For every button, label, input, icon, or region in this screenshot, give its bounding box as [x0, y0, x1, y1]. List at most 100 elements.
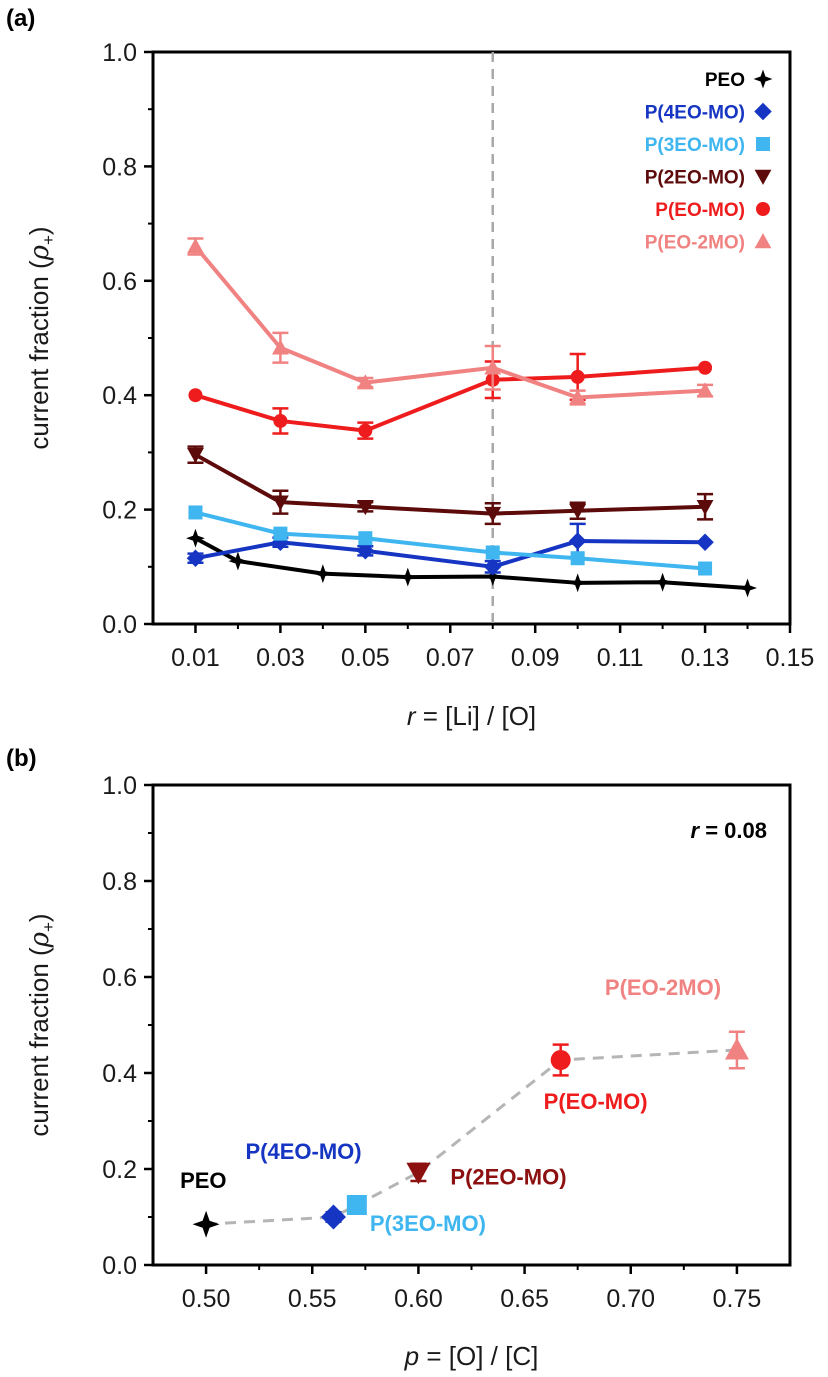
- data-point: [485, 545, 500, 560]
- data-point: [724, 1037, 749, 1060]
- y-axis-label-close: ): [24, 913, 54, 922]
- y-tick-label: 0.8: [102, 868, 137, 896]
- point-label-PEO: PEO: [180, 1168, 226, 1193]
- data-point: [738, 578, 757, 598]
- series-line-P(EO-MO): [194, 365, 706, 433]
- y-tick-label: 0.4: [102, 382, 137, 410]
- y-axis-label: current fraction (ρ+): [24, 226, 58, 449]
- data-point: [696, 500, 714, 516]
- y-tick-label: 0.6: [102, 268, 137, 296]
- x-axis-label: r = [Li] / [O]: [407, 701, 536, 731]
- data-point: [346, 1195, 367, 1215]
- x-tick-label: 0.50: [182, 1285, 231, 1313]
- legend-label-P(4EO-MO): P(4EO-MO): [645, 103, 745, 124]
- x-tick-label: 0.13: [681, 644, 730, 672]
- data-point: [320, 1204, 346, 1230]
- y-axis-label-symbol: ρ: [25, 931, 55, 948]
- legend-marker-P(EO-2MO): [754, 233, 772, 249]
- y-tick-label: 0.0: [102, 1252, 137, 1280]
- x-tick-label: 0.07: [426, 644, 475, 672]
- x-tick-label: 0.11: [597, 644, 644, 672]
- annotation-r-value: r = 0.08: [691, 818, 767, 843]
- data-point: [698, 360, 713, 375]
- point-label-P(EO-MO): P(EO-MO): [544, 1089, 648, 1114]
- data-point: [398, 567, 418, 587]
- point-label-P(2EO-MO): P(2EO-MO): [450, 1164, 566, 1189]
- data-point: [568, 573, 588, 593]
- y-tick-label: 0.2: [102, 1156, 137, 1184]
- data-point: [188, 505, 203, 520]
- y-tick-label: 1.0: [102, 772, 137, 800]
- data-point: [570, 551, 585, 566]
- legend: PEO P(4EO-MO) P(3EO-MO) P(2EO-MO) P(EO-MO) P(…: [645, 69, 773, 254]
- data-point: [273, 413, 288, 428]
- data-point: [272, 495, 289, 511]
- data-point: [273, 526, 288, 541]
- data-point: [356, 374, 374, 390]
- data-point: [696, 533, 714, 551]
- panel-label: (a): [6, 5, 35, 32]
- x-tick-label: 0.09: [511, 644, 560, 672]
- annotation-value: = 0.08: [699, 818, 767, 843]
- series-P(3EO-MO): [188, 505, 713, 576]
- data-point: [356, 500, 374, 516]
- y-axis-label-text: current fraction (: [24, 260, 54, 450]
- data-point: [313, 564, 333, 584]
- legend-marker-P(EO-MO): [756, 202, 770, 216]
- data-point: [228, 551, 248, 571]
- data-point: [356, 542, 375, 560]
- x-axis-label-text: = [Li] / [O]: [416, 701, 537, 731]
- x-tick-label: 0.75: [713, 1285, 762, 1313]
- series-line-P(EO-2MO): [193, 245, 706, 400]
- x-tick-label: 0.03: [256, 644, 305, 672]
- x-axis-label-variable: r: [407, 701, 417, 731]
- point-group-P(2EO-MO): P(2EO-MO): [406, 1162, 567, 1189]
- data-point: [550, 1050, 571, 1071]
- x-axis-label-variable: p: [404, 1341, 419, 1371]
- y-tick-label: 0.8: [102, 153, 137, 181]
- y-axis-label-text: current fraction (: [24, 947, 54, 1137]
- point-group-PEO: PEO: [180, 1168, 227, 1238]
- legend-label-P(EO-2MO): P(EO-2MO): [645, 233, 745, 254]
- panel-label: (b): [6, 745, 37, 772]
- trend-line: [205, 1048, 738, 1226]
- legend-label-PEO: PEO: [705, 70, 745, 91]
- legend-label-P(3EO-MO): P(3EO-MO): [645, 135, 745, 156]
- data-point: [272, 339, 289, 355]
- x-tick-label: 0.55: [288, 1285, 337, 1313]
- y-tick-label: 0.2: [102, 497, 137, 525]
- legend-label-P(EO-MO): P(EO-MO): [655, 200, 745, 221]
- data-point: [484, 506, 502, 523]
- legend-marker-PEO: [753, 69, 773, 89]
- annotation-variable: r: [691, 818, 701, 843]
- legend-marker-P(4EO-MO): [754, 102, 772, 121]
- y-tick-label: 1.0: [102, 39, 137, 67]
- point-group-P(EO-MO): P(EO-MO): [544, 1043, 648, 1114]
- y-tick-label: 0.4: [102, 1060, 137, 1088]
- y-axis-label: current fraction (ρ+): [24, 913, 58, 1136]
- series-line-P(4EO-MO): [195, 539, 706, 569]
- x-axis-label: p = [O] / [C]: [404, 1341, 539, 1371]
- point-group-P(3EO-MO): P(3EO-MO): [346, 1195, 486, 1236]
- panel-a: 0.0 0.2 0.4 0.6 0.8 1.0 0.01 0.03 0.05 0.07 0.09 0.…: [6, 5, 814, 731]
- point-label-P(EO-2MO): P(EO-2MO): [605, 975, 721, 1000]
- x-tick-label: 0.65: [500, 1285, 549, 1313]
- x-tick-label: 0.01: [171, 644, 220, 672]
- legend-label-P(2EO-MO): P(2EO-MO): [645, 168, 745, 189]
- x-axis-label-text: = [O] / [C]: [419, 1341, 538, 1371]
- y-tick-label: 0.0: [102, 611, 137, 639]
- series-line-P(2EO-MO): [194, 452, 706, 516]
- data-point: [187, 238, 204, 254]
- point-label-P(4EO-MO): P(4EO-MO): [245, 1139, 361, 1164]
- point-label-P(3EO-MO): P(3EO-MO): [370, 1211, 486, 1236]
- series-P(EO-2MO): [187, 237, 714, 406]
- y-axis-label-close: ): [24, 226, 54, 235]
- data-point: [483, 567, 503, 586]
- series-line-P(3EO-MO): [194, 510, 706, 571]
- series-line-PEO: [194, 536, 748, 590]
- x-tick-label: 0.70: [606, 1285, 655, 1313]
- data-point: [696, 382, 714, 398]
- data-point: [192, 1210, 220, 1238]
- series-P(EO-MO): [188, 352, 713, 440]
- data-point: [698, 561, 713, 576]
